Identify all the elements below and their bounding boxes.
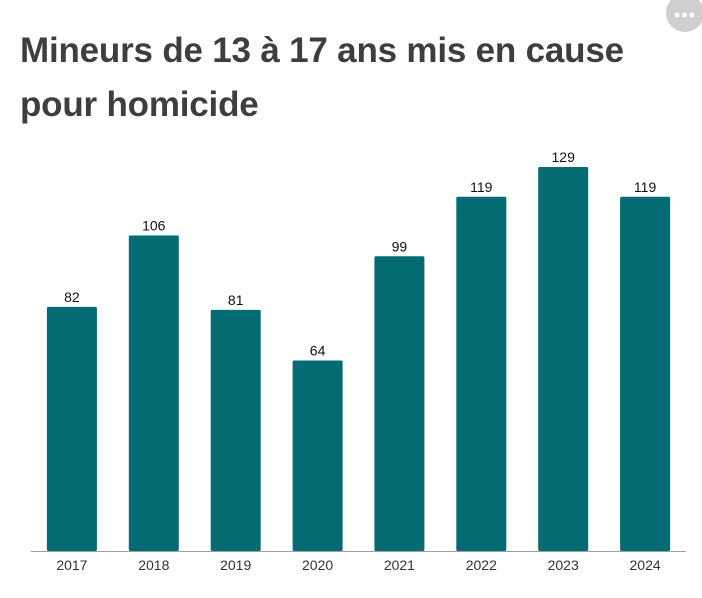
x-tick-label-2017: 2017 <box>56 557 87 573</box>
x-tick-label-2020: 2020 <box>302 557 333 573</box>
x-tick-label-2018: 2018 <box>138 557 169 573</box>
data-label-2020: 64 <box>310 343 326 359</box>
bars-layer <box>46 167 671 552</box>
x-tick-label-2023: 2023 <box>548 557 579 573</box>
data-label-2018: 106 <box>142 218 166 234</box>
data-label-2022: 119 <box>470 179 493 195</box>
bar-2022[interactable] <box>456 196 507 552</box>
bar-2019[interactable] <box>210 309 261 551</box>
data-label-2021: 99 <box>392 238 408 254</box>
bar-2018[interactable] <box>128 235 179 552</box>
bar-2020[interactable] <box>292 360 343 552</box>
x-tick-label-2019: 2019 <box>220 557 251 573</box>
x-tick-label-2024: 2024 <box>630 557 661 573</box>
x-tick-label-2021: 2021 <box>384 557 415 573</box>
bar-2024[interactable] <box>620 196 671 552</box>
data-label-2024: 119 <box>634 179 657 195</box>
data-label-2019: 81 <box>228 292 244 308</box>
data-label-2017: 82 <box>64 289 80 305</box>
bar-2017[interactable] <box>46 306 97 551</box>
bar-2023[interactable] <box>538 167 589 551</box>
more-horizontal-icon: ••• <box>674 5 696 25</box>
more-options-button[interactable]: ••• <box>666 0 702 32</box>
data-label-2023: 129 <box>552 149 576 165</box>
chart-title: Mineurs de 13 à 17 ans mis en cause pour… <box>20 31 624 124</box>
bar-2021[interactable] <box>374 256 425 551</box>
x-tick-labels-layer: 2017 2018 2019 2020 2021 2022 2023 2024 <box>56 557 661 573</box>
data-labels-layer: 82 106 81 64 99 119 129 119 <box>64 149 656 359</box>
x-tick-label-2022: 2022 <box>466 557 497 573</box>
